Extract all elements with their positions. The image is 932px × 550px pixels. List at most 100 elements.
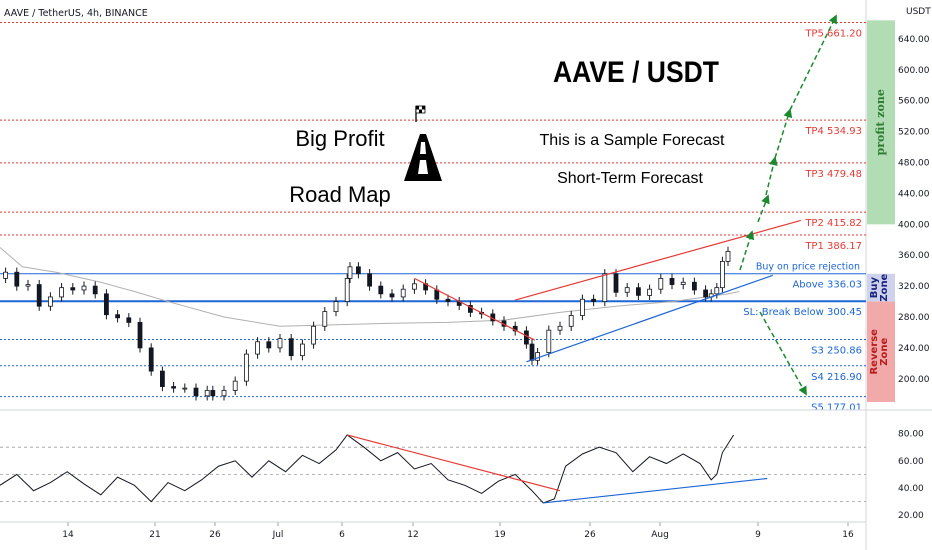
candle-body: [104, 293, 109, 316]
level-label: TP3 479.48: [804, 169, 862, 180]
zone-label: Zone: [879, 338, 890, 366]
candle-body: [266, 341, 272, 349]
rsi-y-tick-label: 60.00: [898, 457, 924, 467]
zone-band: [867, 20, 895, 225]
chart-subtitle: Short-Term Forecast: [557, 170, 703, 187]
candle-body: [467, 305, 473, 313]
level-line: TP1 386.17: [0, 234, 866, 252]
y-tick-label: 640.00: [898, 35, 930, 45]
level-label: TP4 534.93: [804, 126, 862, 137]
candle-body: [378, 285, 384, 295]
y-tick-label: 600.00: [898, 66, 930, 76]
x-tick-label: 26: [584, 530, 596, 540]
x-tick-label: 6: [339, 530, 345, 540]
level-label: TP1 386.17: [804, 241, 862, 252]
candle-body: [232, 380, 238, 391]
zone-reverse-zone: Reverse Zone: [867, 301, 895, 402]
candle-body: [546, 329, 552, 353]
candle-body: [529, 343, 535, 361]
y-tick-label: 400.00: [898, 220, 930, 230]
candle-body: [243, 353, 249, 382]
price-series: [3, 246, 731, 401]
level-label: S3 250.86: [811, 346, 862, 357]
forecast-path-up: [739, 14, 837, 271]
level-line: TP4 534.93: [0, 119, 866, 137]
downtrend-line: [414, 277, 536, 341]
road-marking: [418, 142, 428, 174]
y-tick-label: 360.00: [898, 251, 930, 261]
annotation-big-profit: Big Profit: [295, 126, 384, 151]
candle-body: [115, 314, 120, 319]
candle-body: [182, 387, 188, 390]
candle-body: [624, 287, 630, 293]
candle-body: [720, 260, 725, 289]
zone-label: Reverse: [869, 329, 880, 375]
zone-label: profit zone: [874, 89, 887, 155]
chart-subtitle: This is a Sample Forecast: [540, 132, 726, 149]
level-label: TP5 661.20: [804, 29, 862, 40]
candle-body: [347, 266, 353, 279]
y-tick-label: 520.00: [898, 128, 930, 138]
x-tick-label: 12: [407, 530, 418, 540]
candle-body: [591, 298, 596, 302]
candle-body: [299, 343, 305, 357]
candle-body: [288, 338, 294, 357]
candle-body: [204, 390, 210, 397]
level-line: TP5 661.20: [0, 22, 866, 40]
candle-body: [636, 287, 641, 296]
candle-body: [557, 325, 563, 331]
forecast-arrow: [765, 156, 778, 196]
flag-checker: [416, 106, 425, 113]
candle-body: [389, 293, 395, 298]
candle-body: [3, 271, 8, 279]
candle-body: [568, 315, 574, 327]
candle-body: [148, 347, 154, 372]
y-tick-label: 280.00: [898, 313, 930, 323]
buy-note: Buy on price rejection: [756, 262, 860, 273]
candle-body: [70, 287, 76, 291]
candle-body: [703, 289, 708, 298]
y-tick-label: 440.00: [898, 189, 930, 199]
candle-body: [535, 352, 540, 361]
forecast-arrow: [774, 108, 793, 159]
candle-body: [524, 330, 529, 345]
zone-label: Buy: [869, 277, 880, 299]
candle-body: [434, 289, 440, 300]
currency-label: USDT: [906, 7, 931, 17]
y-tick-label: 240.00: [898, 344, 930, 354]
y-tick-label: 320.00: [898, 282, 930, 292]
candle-body: [126, 317, 132, 323]
candle-body: [36, 284, 42, 307]
candle-body: [355, 266, 361, 275]
candle-body: [658, 277, 664, 290]
candle-body: [59, 287, 64, 298]
zone-label: Zone: [879, 273, 890, 301]
candle-body: [221, 390, 227, 397]
candle-body: [277, 338, 283, 349]
zone-band: [867, 301, 895, 402]
road-shape: [404, 134, 442, 181]
y-tick-label: 200.00: [898, 375, 930, 385]
level-line: TP2 415.82: [0, 211, 866, 229]
forecast-arrow: [739, 230, 755, 271]
zone-profit-zone: profit zone: [867, 20, 895, 225]
x-tick-label: Aug: [651, 530, 669, 540]
y-tick-label: 480.00: [898, 159, 930, 169]
x-tick-label: 19: [494, 530, 506, 540]
candle-body: [445, 298, 451, 302]
level-line: S5 177.01: [0, 396, 866, 414]
rsi-resistance-line: [347, 434, 561, 492]
candle-body: [680, 281, 686, 285]
forecast-arrow: [789, 14, 837, 111]
candle-body: [14, 271, 20, 287]
rsi-support-line: [543, 477, 768, 504]
level-line: SL: Break Below 300.45: [0, 300, 866, 318]
flag-icon: [415, 105, 426, 122]
candle-body: [580, 298, 585, 316]
candle-body: [48, 296, 53, 307]
candle-body: [411, 283, 417, 290]
candle-body: [255, 341, 261, 355]
candle-body: [613, 273, 619, 293]
